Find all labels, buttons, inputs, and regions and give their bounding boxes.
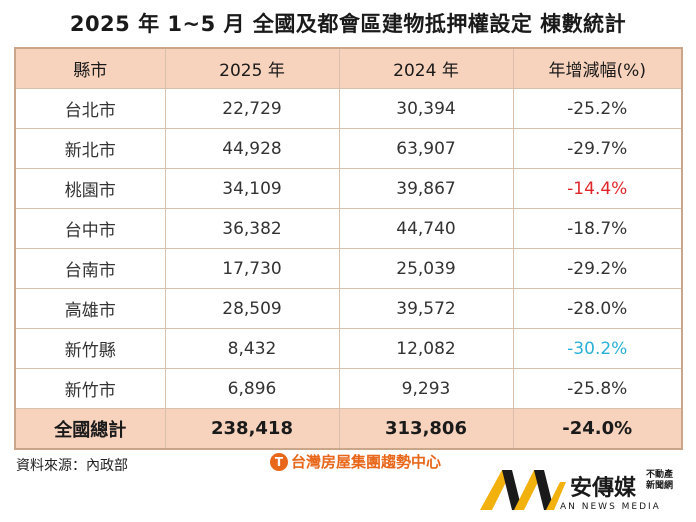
table-row: 新北市 44,928 63,907 -29.7% — [14, 128, 683, 169]
value-2024-cell: 25,039 — [338, 248, 514, 289]
city-cell: 新北市 — [14, 128, 166, 169]
total-label-cell: 全國總計 — [14, 408, 166, 450]
change-cell: -28.0% — [512, 288, 683, 329]
value-2024-cell: 30,394 — [338, 88, 514, 129]
value-2025-cell: 28,509 — [164, 288, 340, 329]
change-cell: -25.2% — [512, 88, 683, 129]
value-2025-cell: 44,928 — [164, 128, 340, 169]
table-row: 台南市 17,730 25,039 -29.2% — [14, 248, 683, 289]
header-change: 年增減幅(%) — [512, 47, 683, 89]
table-row: 新竹市 6,896 9,293 -25.8% — [14, 368, 683, 409]
city-cell: 新竹縣 — [14, 328, 166, 369]
table-total-row: 全國總計 238,418 313,806 -24.0% — [14, 408, 683, 450]
page-title: 2025 年 1~5 月 全國及都會區建物抵押權設定 棟數統計 — [69, 12, 627, 36]
source-note: 資料來源：內政部 — [16, 458, 128, 474]
value-2025-cell: 36,382 — [164, 208, 340, 249]
value-2025-cell: 8,432 — [164, 328, 340, 369]
change-cell-highlight-blue: -30.2% — [512, 328, 683, 369]
value-2024-cell: 44,740 — [338, 208, 514, 249]
value-2024-cell: 39,867 — [338, 168, 514, 209]
header-2025: 2025 年 — [164, 47, 340, 89]
total-change-cell: -24.0% — [512, 408, 683, 450]
header-2024: 2024 年 — [338, 47, 514, 89]
table-header-row: 縣市 2025 年 2024 年 年增減幅(%) — [14, 47, 683, 89]
an-logo-mark-icon — [480, 470, 566, 510]
brand-credit: T 台灣房屋集團趨勢中心 — [270, 451, 441, 472]
value-2024-cell: 9,293 — [338, 368, 514, 409]
logo-english: AN NEWS MEDIA — [560, 502, 661, 512]
table-row: 桃園市 34,109 39,867 -14.4% — [14, 168, 683, 209]
value-2024-cell: 39,572 — [338, 288, 514, 329]
city-cell: 新竹市 — [14, 368, 166, 409]
table-row: 台北市 22,729 30,394 -25.2% — [14, 88, 683, 129]
logo-name: 安傳媒 — [570, 476, 637, 501]
change-cell-highlight-red: -14.4% — [512, 168, 683, 209]
value-2025-cell: 17,730 — [164, 248, 340, 289]
stats-table: 縣市 2025 年 2024 年 年增減幅(%) 台北市 22,729 30,3… — [14, 47, 683, 450]
table-row: 台中市 36,382 44,740 -18.7% — [14, 208, 683, 249]
change-cell: -29.2% — [512, 248, 683, 289]
value-2025-cell: 34,109 — [164, 168, 340, 209]
value-2025-cell: 22,729 — [164, 88, 340, 129]
an-news-media-logo: 安傳媒 不動產 新聞網 AN NEWS MEDIA — [478, 466, 688, 516]
city-cell: 高雄市 — [14, 288, 166, 329]
city-cell: 桃園市 — [14, 168, 166, 209]
table-row: 新竹縣 8,432 12,082 -30.2% — [14, 328, 683, 369]
value-2025-cell: 6,896 — [164, 368, 340, 409]
change-cell: -29.7% — [512, 128, 683, 169]
change-cell: -18.7% — [512, 208, 683, 249]
taiwan-realty-logo-icon: T — [270, 452, 288, 471]
value-2024-cell: 12,082 — [338, 328, 514, 369]
brand-text: 台灣房屋集團趨勢中心 — [291, 453, 442, 471]
total-2025-cell: 238,418 — [164, 408, 340, 450]
logo-subtitle: 不動產 新聞網 — [646, 470, 674, 491]
city-cell: 台北市 — [14, 88, 166, 129]
header-city: 縣市 — [14, 47, 166, 89]
total-2024-cell: 313,806 — [338, 408, 514, 450]
city-cell: 台中市 — [14, 208, 166, 249]
city-cell: 台南市 — [14, 248, 166, 289]
value-2024-cell: 63,907 — [338, 128, 514, 169]
table-row: 高雄市 28,509 39,572 -28.0% — [14, 288, 683, 329]
change-cell: -25.8% — [512, 368, 683, 409]
